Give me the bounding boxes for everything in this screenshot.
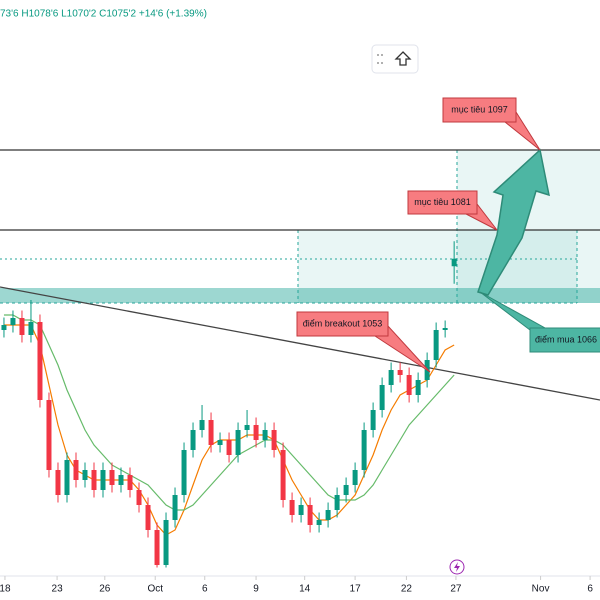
ohlc-header: 73'6 H1078'6 L1070'2 C1075'2 +14'6 (+1.3…: [0, 9, 207, 20]
x-tick-label: 6: [587, 584, 593, 595]
x-tick-label: 27: [450, 584, 462, 595]
candle-body: [271, 430, 277, 450]
candle-body: [118, 475, 124, 485]
candle-body: [388, 370, 394, 385]
candle-body: [190, 430, 196, 450]
x-tick-label: 22: [401, 584, 413, 595]
candle-body: [235, 430, 241, 455]
callout: [529, 327, 600, 353]
candle-body: [154, 530, 160, 565]
candle-body: [244, 425, 250, 430]
drag-handle: [377, 54, 379, 56]
moving-average: [3, 314, 455, 511]
callout-text: điểm breakout 1053: [303, 318, 383, 328]
x-tick-label: 26: [99, 584, 111, 595]
candle-body: [91, 470, 97, 490]
candle-body: [280, 450, 286, 500]
candle-body: [406, 375, 412, 395]
candle-body: [262, 430, 268, 440]
candle-body: [298, 505, 304, 515]
candle-body: [64, 460, 70, 495]
callout-text: mục tiêu 1081: [414, 197, 471, 207]
candle-body: [55, 470, 61, 495]
candle-body: [226, 440, 232, 455]
x-tick-label: 9: [253, 584, 259, 595]
candle-body: [136, 490, 142, 505]
x-tick-label: Nov: [532, 584, 550, 595]
candle-body: [127, 475, 133, 490]
x-tick-label: 14: [299, 584, 311, 595]
target-zone: [298, 230, 577, 303]
up-button[interactable]: [394, 51, 412, 66]
candle-body: [289, 500, 295, 515]
x-tick-label: Oct: [147, 584, 163, 595]
candle-body: [208, 420, 214, 445]
trendline: [0, 286, 600, 401]
candle-body: [352, 470, 358, 485]
candle-body: [433, 330, 439, 360]
candle-body: [451, 258, 457, 267]
candle-body: [37, 322, 43, 400]
candle-body: [397, 370, 403, 375]
x-tick-label: 17: [350, 584, 362, 595]
candle-body: [73, 460, 79, 480]
x-tick-label: 23: [52, 584, 64, 595]
callout: [296, 311, 389, 337]
candle-body: [1, 325, 7, 330]
candle-body: [217, 440, 223, 445]
candle-body: [442, 328, 448, 330]
candle-body: [199, 420, 205, 430]
candle-body: [181, 450, 187, 495]
buy-band: [0, 288, 600, 303]
candle-body: [343, 485, 349, 495]
candle-body: [82, 470, 88, 480]
candle-body: [46, 400, 52, 470]
candle-body: [109, 470, 115, 485]
callout-text: mục tiêu 1097: [451, 104, 508, 114]
candle-body: [415, 380, 421, 395]
candle-body: [325, 510, 331, 520]
drag-handle: [377, 62, 379, 64]
candle-body: [253, 425, 259, 440]
drag-handle: [381, 54, 383, 56]
candle-body: [361, 430, 367, 470]
candle-body: [316, 520, 322, 525]
candle-body: [145, 505, 151, 530]
candle-body: [334, 495, 340, 510]
candle-body: [28, 322, 34, 335]
drag-handle: [381, 62, 383, 64]
candle-body: [100, 470, 106, 490]
candle-body: [10, 318, 16, 325]
toolbar[interactable]: [371, 44, 419, 74]
candle-body: [307, 505, 313, 525]
callout: [442, 97, 517, 123]
candle-body: [163, 520, 169, 565]
candle-body: [19, 318, 25, 335]
event-icon-bolt: [454, 562, 460, 572]
projection-arrow: [477, 148, 550, 296]
marks: [1, 241, 457, 568]
x-tick-label: 6: [202, 584, 208, 595]
callout-text: điểm mua 1066: [535, 334, 597, 344]
candle-body: [370, 410, 376, 430]
x-tick-label: 18: [0, 584, 11, 595]
candle-body: [172, 495, 178, 520]
callout: [407, 190, 478, 215]
candle-body: [379, 385, 385, 410]
